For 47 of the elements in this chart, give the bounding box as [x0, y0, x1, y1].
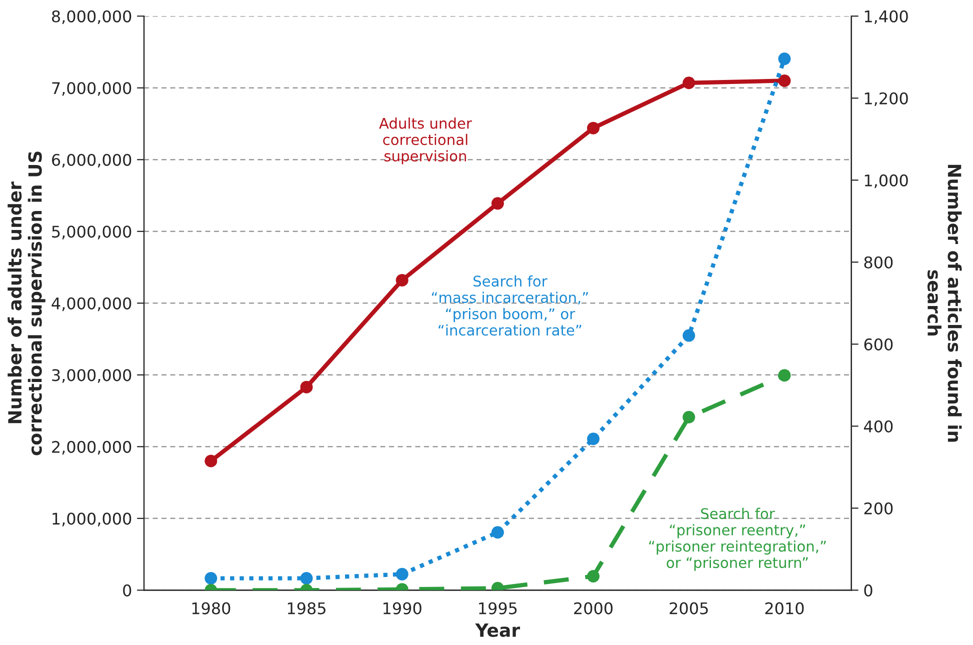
y-tick-label: 8,000,000 — [52, 10, 132, 24]
x-tick-label: 1980 — [192, 602, 230, 614]
y-tick-label: 1,000,000 — [52, 512, 132, 526]
x-tick-label: 2005 — [670, 602, 708, 614]
y2-tick-label: 1,400 — [864, 10, 908, 24]
point — [682, 76, 696, 90]
point — [587, 122, 600, 134]
y-tick-label: 3,000,000 — [52, 369, 132, 383]
point — [587, 570, 600, 582]
point — [682, 329, 696, 342]
y-tick-label: 2,000,000 — [52, 440, 132, 455]
point — [778, 369, 791, 382]
y-tick-label: 7,000,000 — [52, 82, 132, 96]
y-tick-label: 0 — [123, 584, 132, 596]
text: Search for “mass incarceration,” “prison boom,” or “incarceration rate” — [432, 275, 588, 336]
x-tick-label: 1995 — [479, 602, 517, 614]
point — [204, 454, 218, 468]
x-tick-label: 2010 — [765, 602, 804, 614]
y2-axis-title: Number of articles found in search — [927, 164, 962, 442]
y2-tick-label: 600 — [864, 338, 893, 350]
point — [204, 572, 218, 585]
point — [778, 74, 791, 87]
x-tick-label: 1985 — [288, 602, 326, 614]
y2-tick-label: 1,200 — [864, 92, 908, 106]
y2-tick-label: 1,000 — [864, 174, 908, 188]
point — [778, 52, 791, 66]
y2-tick-label: 800 — [864, 256, 893, 268]
point — [491, 526, 504, 539]
point — [300, 380, 313, 394]
x-tick-label: 1990 — [384, 602, 422, 614]
y2-tick-label: 200 — [864, 502, 893, 514]
point — [396, 274, 408, 286]
y2-tick-label: 0 — [864, 584, 872, 596]
y-tick-label: 6,000,000 — [52, 154, 132, 168]
y-tick-label: 5,000,000 — [52, 226, 132, 240]
series-label: Search for “prisoner reentry,” “prisoner reintegration,” or “prisoner return” — [649, 508, 826, 571]
y2-tick-label: 400 — [864, 420, 893, 432]
point — [682, 410, 696, 424]
y-tick-label: 4,000,000 — [52, 297, 132, 312]
point — [300, 572, 313, 585]
x-axis-title: Year — [475, 624, 520, 637]
text: Adults under correctional supervision — [379, 118, 472, 164]
x-tick-label: 2000 — [574, 602, 613, 614]
point — [396, 568, 408, 580]
point — [587, 432, 600, 446]
point — [491, 197, 504, 210]
y-axis-title: Number of adults under correctional supervision in US — [8, 152, 46, 456]
